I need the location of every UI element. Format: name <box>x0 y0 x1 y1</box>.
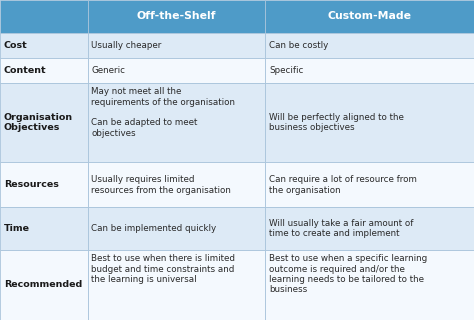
Text: May not meet all the
requirements of the organisation

Can be adapted to meet
ob: May not meet all the requirements of the… <box>91 87 236 138</box>
Text: Generic: Generic <box>91 66 126 75</box>
Bar <box>0 207 88 250</box>
Bar <box>265 163 474 207</box>
Bar <box>265 33 474 58</box>
Bar <box>0 163 88 207</box>
Text: Will be perfectly aligned to the
business objectives: Will be perfectly aligned to the busines… <box>269 113 404 132</box>
Bar <box>88 207 265 250</box>
Text: Organisation
Objectives: Organisation Objectives <box>4 113 73 132</box>
Bar <box>88 250 265 320</box>
Text: Can be implemented quickly: Can be implemented quickly <box>91 224 217 233</box>
Text: Cost: Cost <box>4 41 27 50</box>
Bar <box>0 33 88 58</box>
Text: Recommended: Recommended <box>4 280 82 289</box>
Text: Best to use when there is limited
budget and time constraints and
the learning i: Best to use when there is limited budget… <box>91 254 236 284</box>
Bar <box>0 83 88 163</box>
Text: Off-the-Shelf: Off-the-Shelf <box>137 12 216 21</box>
Bar <box>265 58 474 83</box>
Text: Time: Time <box>4 224 30 233</box>
Text: Usually cheaper: Usually cheaper <box>91 41 162 50</box>
Bar <box>265 207 474 250</box>
Bar <box>0 250 88 320</box>
Bar <box>88 58 265 83</box>
Text: Will usually take a fair amount of
time to create and implement: Will usually take a fair amount of time … <box>269 219 414 238</box>
Text: Content: Content <box>4 66 46 75</box>
Bar <box>265 0 474 33</box>
Bar <box>0 58 88 83</box>
Text: Resources: Resources <box>4 180 59 189</box>
Text: Specific: Specific <box>269 66 304 75</box>
Text: Can require a lot of resource from
the organisation: Can require a lot of resource from the o… <box>269 175 417 195</box>
Bar <box>265 83 474 163</box>
Bar <box>88 33 265 58</box>
Bar <box>88 83 265 163</box>
Text: Usually requires limited
resources from the organisation: Usually requires limited resources from … <box>91 175 231 195</box>
Bar <box>0 0 88 33</box>
Bar <box>88 163 265 207</box>
Text: Can be costly: Can be costly <box>269 41 328 50</box>
Text: Custom-Made: Custom-Made <box>328 12 412 21</box>
Bar <box>265 250 474 320</box>
Bar <box>88 0 265 33</box>
Text: Best to use when a specific learning
outcome is required and/or the
learning nee: Best to use when a specific learning out… <box>269 254 428 294</box>
